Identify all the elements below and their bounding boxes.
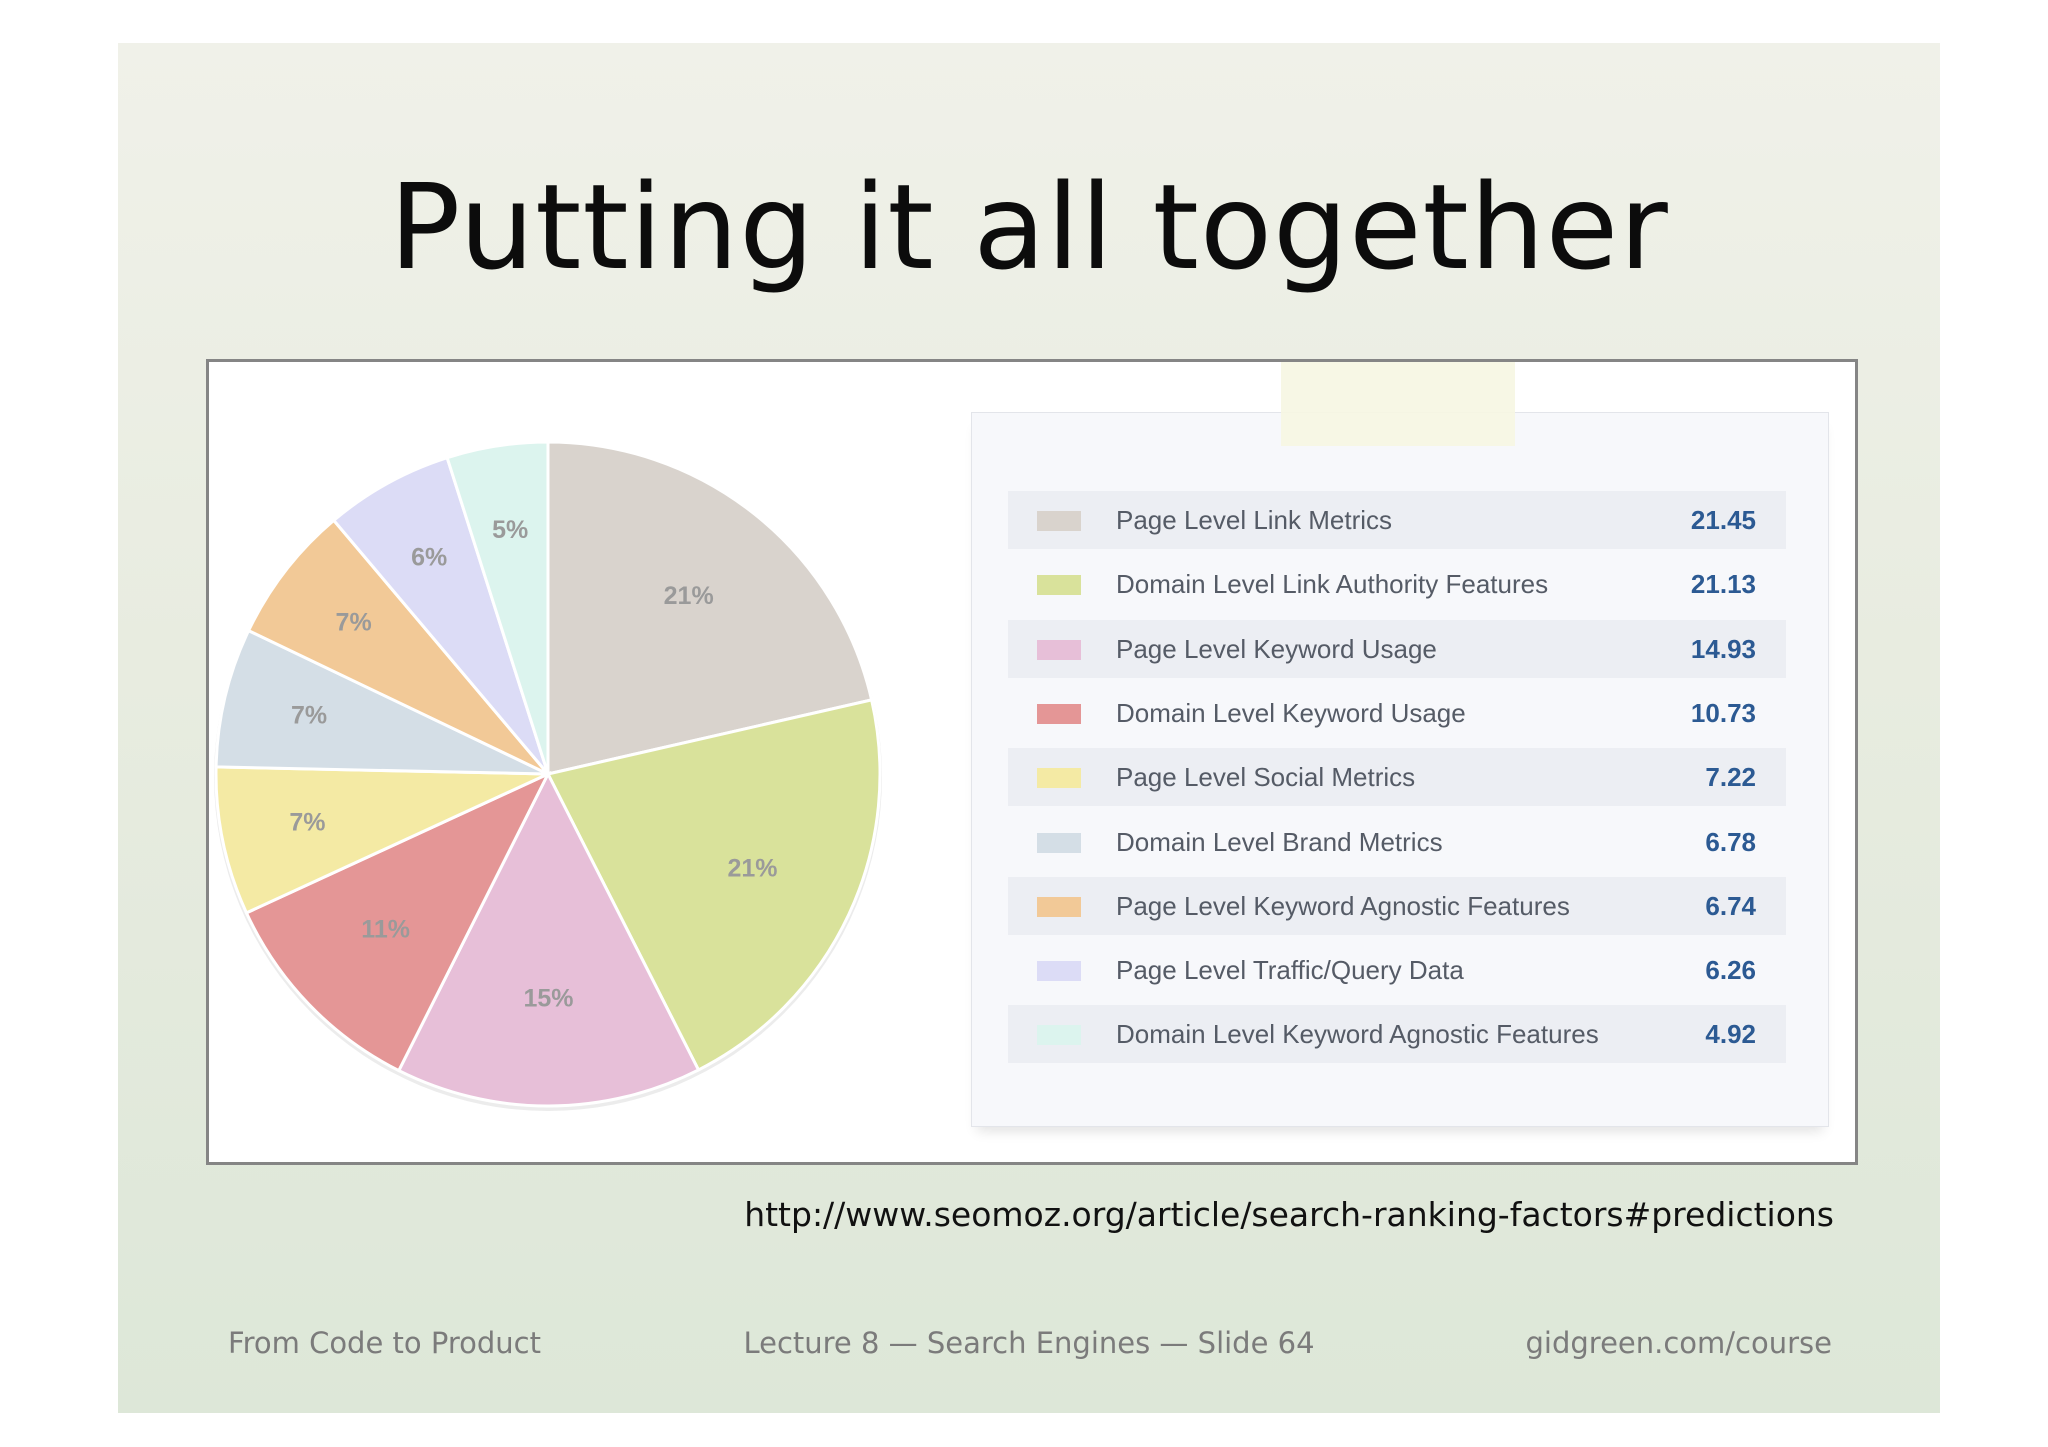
footer-course-name: From Code to Product xyxy=(228,1326,541,1360)
legend-swatch xyxy=(1037,511,1081,531)
pie-label-domain-level-link-authority-features: 21% xyxy=(727,854,777,882)
legend-row-page-level-social-metrics: Page Level Social Metrics 7.22 xyxy=(1008,748,1786,807)
legend-value: 6.78 xyxy=(1705,826,1756,857)
legend-row-page-level-keyword-usage: Page Level Keyword Usage 14.93 xyxy=(1008,619,1786,678)
legend-swatch xyxy=(1037,1025,1081,1046)
pie-label-page-level-link-metrics: 21% xyxy=(664,582,714,610)
pie-label-domain-level-keyword-usage: 11% xyxy=(361,915,410,943)
legend-label: Domain Level Link Authority Features xyxy=(1116,569,1549,600)
pie-label-page-level-social-metrics: 7% xyxy=(289,809,325,837)
footer-website: gidgreen.com/course xyxy=(1525,1326,1833,1360)
legend-label: Domain Level Brand Metrics xyxy=(1116,826,1443,857)
legend-row-page-level-traffic-query-data: Page Level Traffic/Query Data 6.26 xyxy=(1008,941,1786,999)
legend-label: Domain Level Keyword Agnostic Features xyxy=(1116,1019,1599,1050)
legend-panel: Page Level Link Metrics 21.45 Domain Level… xyxy=(971,412,1829,1127)
pie-label-domain-level-keyword-agnostic-features: 5% xyxy=(492,516,528,544)
pie-slice-page-level-keyword-agnostic-features xyxy=(246,518,550,776)
legend-swatch xyxy=(1037,768,1081,789)
pie-slice-domain-level-keyword-agnostic-features xyxy=(445,440,550,775)
legend-label: Page Level Social Metrics xyxy=(1116,762,1416,793)
source-url: http://www.seomoz.org/article/search-ran… xyxy=(744,1195,1834,1234)
legend-swatch xyxy=(1037,703,1081,724)
legend-label: Page Level Link Metrics xyxy=(1116,505,1393,535)
legend-row-domain-level-brand-metrics: Domain Level Brand Metrics 6.78 xyxy=(1008,813,1786,871)
chart-frame: 21% 21% 15% 11% 7% 7% 7% 6% 5% Page Level Link M… xyxy=(206,359,1858,1165)
pie-slice-page-level-traffic-query-data xyxy=(331,455,550,775)
legend-value: 7.22 xyxy=(1705,762,1756,793)
legend-swatch xyxy=(1037,639,1081,660)
legend-value: 4.92 xyxy=(1705,1019,1756,1050)
legend-label: Page Level Keyword Agnostic Features xyxy=(1116,890,1570,921)
legend-value: 21.13 xyxy=(1690,569,1756,600)
pie-slice-domain-level-brand-metrics xyxy=(214,628,549,776)
pie-slice-page-level-link-metrics xyxy=(546,440,874,776)
legend-swatch xyxy=(1037,832,1081,853)
legend-label: Domain Level Keyword Usage xyxy=(1116,697,1466,728)
pie-slice-page-level-social-metrics xyxy=(214,765,549,915)
legend-row-page-level-link-metrics: Page Level Link Metrics 21.45 xyxy=(1008,491,1786,549)
legend-swatch xyxy=(1037,575,1081,596)
legend-value: 14.93 xyxy=(1690,633,1756,664)
legend-swatch xyxy=(1037,896,1081,917)
legend-row-domain-level-keyword-usage: Domain Level Keyword Usage 10.73 xyxy=(1008,684,1786,742)
slide: Putting it all together 21% 21% 15% 11% 7% 7%… xyxy=(118,43,1940,1413)
pie-chart: 21% 21% 15% 11% 7% 7% 7% 6% 5% xyxy=(214,440,882,1111)
pie-slice-domain-level-link-authority-features xyxy=(545,698,882,1072)
legend-label: Page Level Traffic/Query Data xyxy=(1116,955,1464,986)
legend-value: 10.73 xyxy=(1690,697,1756,728)
footer-lecture-info: Lecture 8 — Search Engines — Slide 64 xyxy=(743,1326,1315,1360)
legend-value: 21.45 xyxy=(1690,505,1756,535)
legend-value: 6.26 xyxy=(1705,955,1756,986)
legend-swatch xyxy=(1037,961,1081,982)
pie-label-page-level-keyword-agnostic-features: 7% xyxy=(336,608,372,636)
pie-label-page-level-keyword-usage: 15% xyxy=(523,984,573,1012)
pie-label-page-level-traffic-query-data: 6% xyxy=(411,544,447,572)
slide-title: Putting it all together xyxy=(389,158,1669,296)
pie-label-domain-level-brand-metrics: 7% xyxy=(291,702,327,730)
legend-label: Page Level Keyword Usage xyxy=(1116,633,1437,664)
legend-value: 6.74 xyxy=(1705,890,1756,921)
legend-row-domain-level-link-authority-features: Domain Level Link Authority Features 21.1… xyxy=(1008,555,1786,613)
legend-row-page-level-keyword-agnostic-features: Page Level Keyword Agnostic Features 6.74 xyxy=(1008,876,1786,935)
legend-row-domain-level-keyword-agnostic-features: Domain Level Keyword Agnostic Features 4.… xyxy=(1008,1005,1786,1064)
pie-slice-page-level-keyword-usage xyxy=(396,770,701,1108)
pie-slice-domain-level-keyword-usage xyxy=(244,770,552,1073)
tape-decoration xyxy=(1281,362,1515,446)
